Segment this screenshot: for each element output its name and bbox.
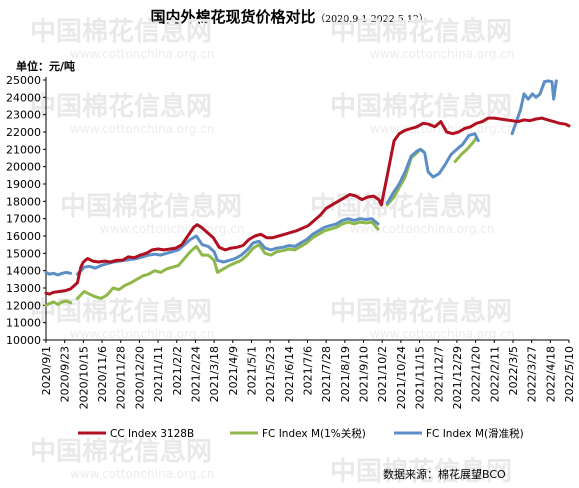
x-tick-label: 2022/1/20 — [470, 346, 483, 402]
y-tick-label: 23000 — [6, 109, 41, 122]
series-line-3 — [385, 132, 480, 205]
y-tick-label: 15000 — [6, 247, 41, 260]
data-source-note: 数据来源：棉花展望BCO — [383, 468, 506, 481]
x-tick-label: 2021/10/2 — [376, 346, 389, 402]
y-tick-label: 21000 — [6, 143, 41, 156]
watermark-text: 中国棉花信息网 — [330, 91, 512, 122]
legend-label: FC Index M(滑准税) — [426, 427, 524, 440]
x-tick-label: 2021/9/10 — [358, 346, 371, 402]
x-tick-label: 2021/5/23 — [264, 346, 277, 402]
watermark-url: www.cottonchina.org.cn — [370, 47, 514, 61]
watermark-text: 中国棉花信息网 — [30, 436, 212, 467]
x-tick-label: 2021/12/29 — [451, 346, 464, 409]
watermark-url: www.cottonchina.org.cn — [350, 222, 494, 236]
watermark-url: www.cottonchina.org.cn — [70, 327, 214, 341]
chart-title: 国内外棉花现货价格对比 — [150, 8, 316, 26]
y-tick-label: 20000 — [6, 161, 41, 174]
watermark-text: 中国棉花信息网 — [30, 296, 212, 327]
watermark-text: 中国棉花信息网 — [330, 456, 512, 487]
x-tick-label: 2020/10/15 — [77, 346, 90, 409]
watermark-layer: 中国棉花信息网www.cottonchina.org.cn中国棉花信息网www.… — [30, 16, 514, 488]
x-tick-label: 2022/5/10 — [563, 346, 576, 402]
x-tick-label: 2022/4/18 — [544, 346, 557, 402]
x-tick-label: 2021/2/24 — [189, 346, 202, 402]
axis-layer: 10000 11000 12000 13000 14000 15000 16000 17000… — [6, 74, 576, 409]
watermark-url: www.cottonchina.org.cn — [70, 122, 214, 136]
y-tick-label: 17000 — [6, 213, 41, 226]
x-tick-label: 2021/8/19 — [339, 346, 352, 402]
x-tick-label: 2022/2/11 — [488, 346, 501, 402]
y-tick-label: 12000 — [6, 299, 41, 312]
legend: CC Index 3128B FC Index M(1%关税) FC Index M… — [78, 427, 524, 440]
series-line-2 — [75, 220, 380, 300]
watermark-url: www.cottonchina.org.cn — [70, 47, 214, 61]
y-tick-label: 14000 — [6, 265, 41, 278]
y-tick-label: 19000 — [6, 178, 41, 191]
watermark-text: 中国棉花信息网 — [60, 191, 242, 222]
watermark-url: www.cottonchina.org.cn — [370, 327, 514, 341]
series-line-2 — [453, 137, 478, 163]
watermark-url: www.cottonchina.org.cn — [100, 222, 244, 236]
x-tick-label: 2020/11/6 — [96, 346, 109, 402]
y-tick-label: 24000 — [6, 91, 41, 104]
chart-subtitle: （2020.9.1-2022.5.12） — [315, 14, 429, 25]
y-tick-label: 11000 — [6, 317, 41, 330]
y-tick-label: 10000 — [6, 334, 41, 347]
watermark-text: 中国棉花信息网 — [330, 296, 512, 327]
watermark-url: www.cottonchina.org.cn — [370, 122, 514, 136]
x-tick-label: 2021/4/9 — [227, 346, 240, 395]
x-tick-label: 2020/9/1 — [40, 346, 53, 395]
y-tick-label: 16000 — [6, 230, 41, 243]
series-line-1 — [44, 116, 571, 296]
x-tick-label: 2021/6/14 — [283, 346, 296, 402]
series-line-3 — [44, 270, 73, 277]
legend-label: CC Index 3128B — [110, 428, 194, 440]
x-tick-label: 2021/10/24 — [395, 346, 408, 409]
x-tick-label: 2020/9/23 — [59, 346, 72, 402]
y-tick-label: 25000 — [6, 74, 41, 87]
x-tick-label: 2020/12/20 — [133, 346, 146, 409]
x-tick-label: 2021/11/15 — [414, 346, 427, 409]
watermark-url: www.cottonchina.org.cn — [70, 467, 214, 481]
x-tick-label: 2020/11/28 — [115, 346, 128, 409]
x-tick-label: 2021/1/11 — [152, 346, 165, 402]
legend-label: FC Index M(1%关税) — [262, 427, 366, 440]
x-tick-label: 2021/7/28 — [320, 346, 333, 402]
x-tick-label: 2021/7/6 — [302, 346, 315, 395]
y-tick-label: 13000 — [6, 282, 41, 295]
x-tick-label: 2021/2/2 — [171, 346, 184, 395]
y-tick-label: 18000 — [6, 195, 41, 208]
series-line-2 — [44, 299, 73, 307]
chart-title-row: 国内外棉花现货价格对比（2020.9.1-2022.5.12） — [0, 6, 579, 27]
watermark-text: 中国棉花信息网 — [330, 16, 512, 47]
y-axis-unit-label: 单位：元/吨 — [16, 60, 76, 73]
series-layer — [44, 79, 571, 307]
x-tick-label: 2022/3/27 — [526, 346, 539, 402]
x-tick-label: 2021/3/18 — [208, 346, 221, 402]
x-tick-label: 2022/3/5 — [507, 346, 520, 395]
series-line-3 — [510, 79, 558, 136]
watermark-text: 中国棉花信息网 — [310, 191, 492, 222]
x-tick-label: 2021/5/1 — [245, 346, 258, 395]
y-tick-label: 22000 — [6, 126, 41, 139]
watermark-text: 中国棉花信息网 — [30, 91, 212, 122]
x-tick-label: 2021/12/7 — [432, 346, 445, 402]
watermark-text: 中国棉花信息网 — [30, 16, 212, 47]
